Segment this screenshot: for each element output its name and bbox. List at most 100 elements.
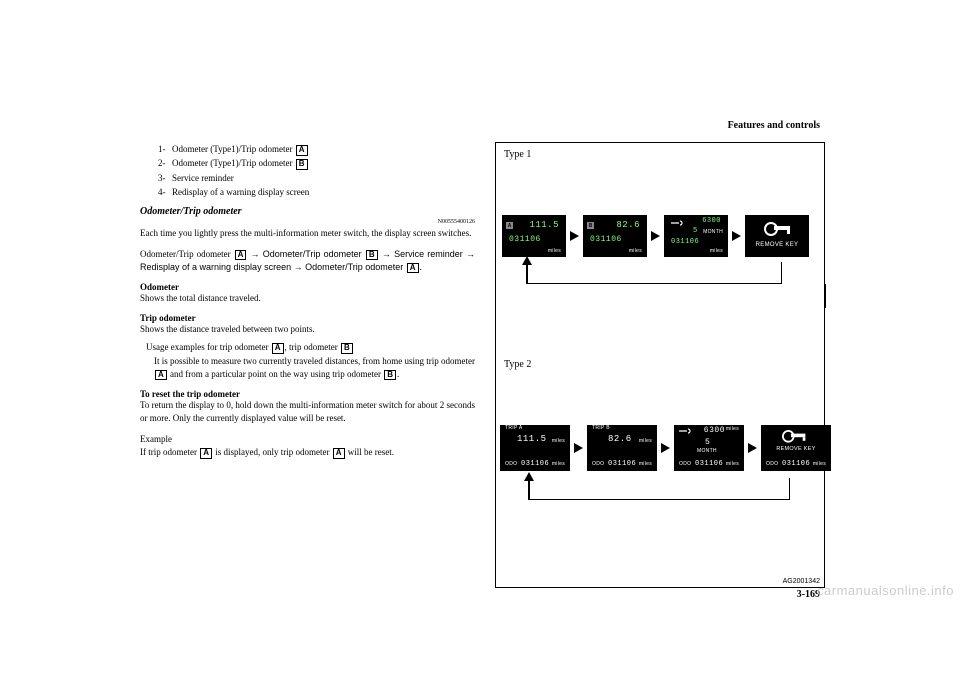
lcd-value: 111.5	[529, 220, 559, 230]
paragraph: Shows the total distance traveled.	[140, 292, 475, 305]
type-2-row: TRIP A 111.5 miles ODO 031106 miles TRIP…	[500, 425, 831, 471]
letter-box: B	[384, 370, 396, 381]
lcd-label: TRIP A	[505, 425, 523, 431]
lcd-screen-t2-2: TRIP B 82.6 miles ODO 031106 miles	[587, 425, 657, 471]
lcd-value: 6300	[704, 426, 725, 435]
badge-a: A	[506, 222, 513, 229]
lcd-screen-t1-2: B 82.6 031106 miles	[583, 215, 647, 257]
lcd-label: ODO	[679, 461, 691, 467]
sub-heading: Trip odometer	[140, 313, 475, 323]
example-paragraph: If trip odometer A is displayed, only tr…	[140, 446, 475, 459]
lcd-text: REMOVE KEY	[746, 242, 808, 248]
lcd-value: 031106	[671, 238, 699, 246]
lcd-value: 82.6	[608, 434, 632, 444]
sub-heading: To reset the trip odometer	[140, 389, 475, 399]
type-1-row: A 111.5 031106 miles B 82.6 031106 miles	[502, 215, 809, 257]
type-2-label: Type 2	[504, 359, 531, 370]
lcd-screen-t2-1: TRIP A 111.5 miles ODO 031106 miles	[500, 425, 570, 471]
sub-heading: Odometer	[140, 282, 475, 292]
return-arrow	[528, 499, 790, 500]
lcd-value: 6300	[702, 217, 721, 225]
return-arrow	[526, 283, 782, 284]
lcd-label: ODO	[505, 461, 517, 467]
lcd-label: TRIP B	[592, 425, 610, 431]
lcd-unit: miles	[629, 248, 642, 254]
lcd-value: 031106	[782, 460, 810, 468]
lcd-value: 82.6	[616, 220, 640, 230]
wrench-icon	[671, 220, 683, 226]
lcd-unit: miles	[639, 461, 652, 467]
arrow-right-icon	[570, 231, 579, 241]
left-column: 1- Odometer (Type1)/Trip odometer A 2- O…	[140, 142, 475, 459]
letter-box: B	[341, 343, 353, 354]
lcd-unit: miles	[639, 438, 652, 444]
sequence-paragraph: Odometer/Trip odometer A → Odometer/Trip…	[140, 248, 475, 274]
lcd-screen-t2-3: 6300 miles 5 MONTH ODO 031106 miles	[674, 425, 744, 471]
figure-code: AG2001342	[783, 578, 820, 585]
lcd-value: 5	[693, 227, 698, 235]
section-header: Features and controls	[728, 120, 820, 131]
list-item: 2- Odometer (Type1)/Trip odometer B	[158, 156, 475, 170]
list-text: Service reminder	[172, 171, 234, 185]
paragraph: Shows the distance traveled between two …	[140, 323, 475, 336]
type-1-label: Type 1	[504, 149, 531, 160]
arrow-right-icon	[732, 231, 741, 241]
lcd-unit: MONTH	[703, 229, 723, 235]
letter-box: A	[235, 250, 247, 261]
arrow-right-icon	[574, 443, 583, 453]
lcd-value: 031106	[695, 460, 723, 468]
example-heading: Example	[140, 433, 475, 446]
letter-box: B	[366, 250, 378, 261]
wrench-icon	[679, 428, 691, 434]
list-number: 4-	[158, 185, 172, 199]
lcd-unit: miles	[552, 461, 565, 467]
watermark: carmanualsonline.info	[817, 583, 954, 598]
lcd-value: 031106	[509, 235, 541, 244]
lcd-unit: miles	[726, 461, 739, 467]
paragraph: To return the display to 0, hold down th…	[140, 399, 475, 425]
list-text: Odometer (Type1)/Trip odometer B	[172, 156, 309, 170]
display-figure: Type 1 A 111.5 031106 miles B 82.6 03110…	[495, 142, 825, 588]
list-number: 2-	[158, 156, 172, 170]
lcd-value: 031106	[521, 460, 549, 468]
arrow-right-icon	[651, 231, 660, 241]
lcd-screen-t1-1: A 111.5 031106 miles	[502, 215, 566, 257]
letter-box: A	[333, 448, 345, 459]
letter-box: A	[200, 448, 212, 459]
usage-paragraph: It is possible to measure two currently …	[154, 355, 475, 381]
lcd-unit: miles	[813, 461, 826, 467]
letter-box: A	[272, 343, 284, 354]
list-item: 1- Odometer (Type1)/Trip odometer A	[158, 142, 475, 156]
list-number: 3-	[158, 171, 172, 185]
lcd-unit: MONTH	[697, 448, 717, 454]
reference-number: N00555400126	[140, 219, 475, 225]
badge-b: B	[587, 222, 594, 229]
list-item: 3- Service reminder	[158, 171, 475, 185]
letter-box: A	[155, 370, 167, 381]
lcd-screen-t1-3: 6300 5 MONTH 031106 miles	[664, 215, 728, 257]
list-item: 4- Redisplay of a warning display screen	[158, 185, 475, 199]
arrow-right-icon	[748, 443, 757, 453]
paragraph: Each time you lightly press the multi-in…	[140, 227, 475, 240]
manual-page: Features and controls 3 1- Odometer (Typ…	[140, 120, 820, 600]
list-text: Odometer (Type1)/Trip odometer A	[172, 142, 309, 156]
arrow-right-icon	[661, 443, 670, 453]
lcd-unit: miles	[710, 248, 723, 254]
lcd-unit: miles	[548, 248, 561, 254]
lcd-value: 5	[705, 438, 710, 447]
lcd-value: 031106	[608, 460, 636, 468]
section-title: Odometer/Trip odometer	[140, 206, 475, 217]
lcd-unit: miles	[726, 426, 739, 432]
lcd-label: ODO	[766, 461, 778, 467]
lcd-screen-t1-4: REMOVE KEY	[745, 215, 809, 257]
right-column: Type 1 A 111.5 031106 miles B 82.6 03110…	[495, 142, 825, 588]
letter-box: B	[296, 159, 308, 170]
list-text: Redisplay of a warning display screen	[172, 185, 309, 199]
lcd-label: ODO	[592, 461, 604, 467]
lcd-text: REMOVE KEY	[762, 446, 830, 452]
usage-heading: Usage examples for trip odometer A, trip…	[146, 342, 475, 354]
lcd-value: 031106	[590, 235, 622, 244]
letter-box: A	[407, 263, 419, 274]
letter-box: A	[296, 145, 308, 156]
lcd-value: 111.5	[517, 434, 547, 444]
